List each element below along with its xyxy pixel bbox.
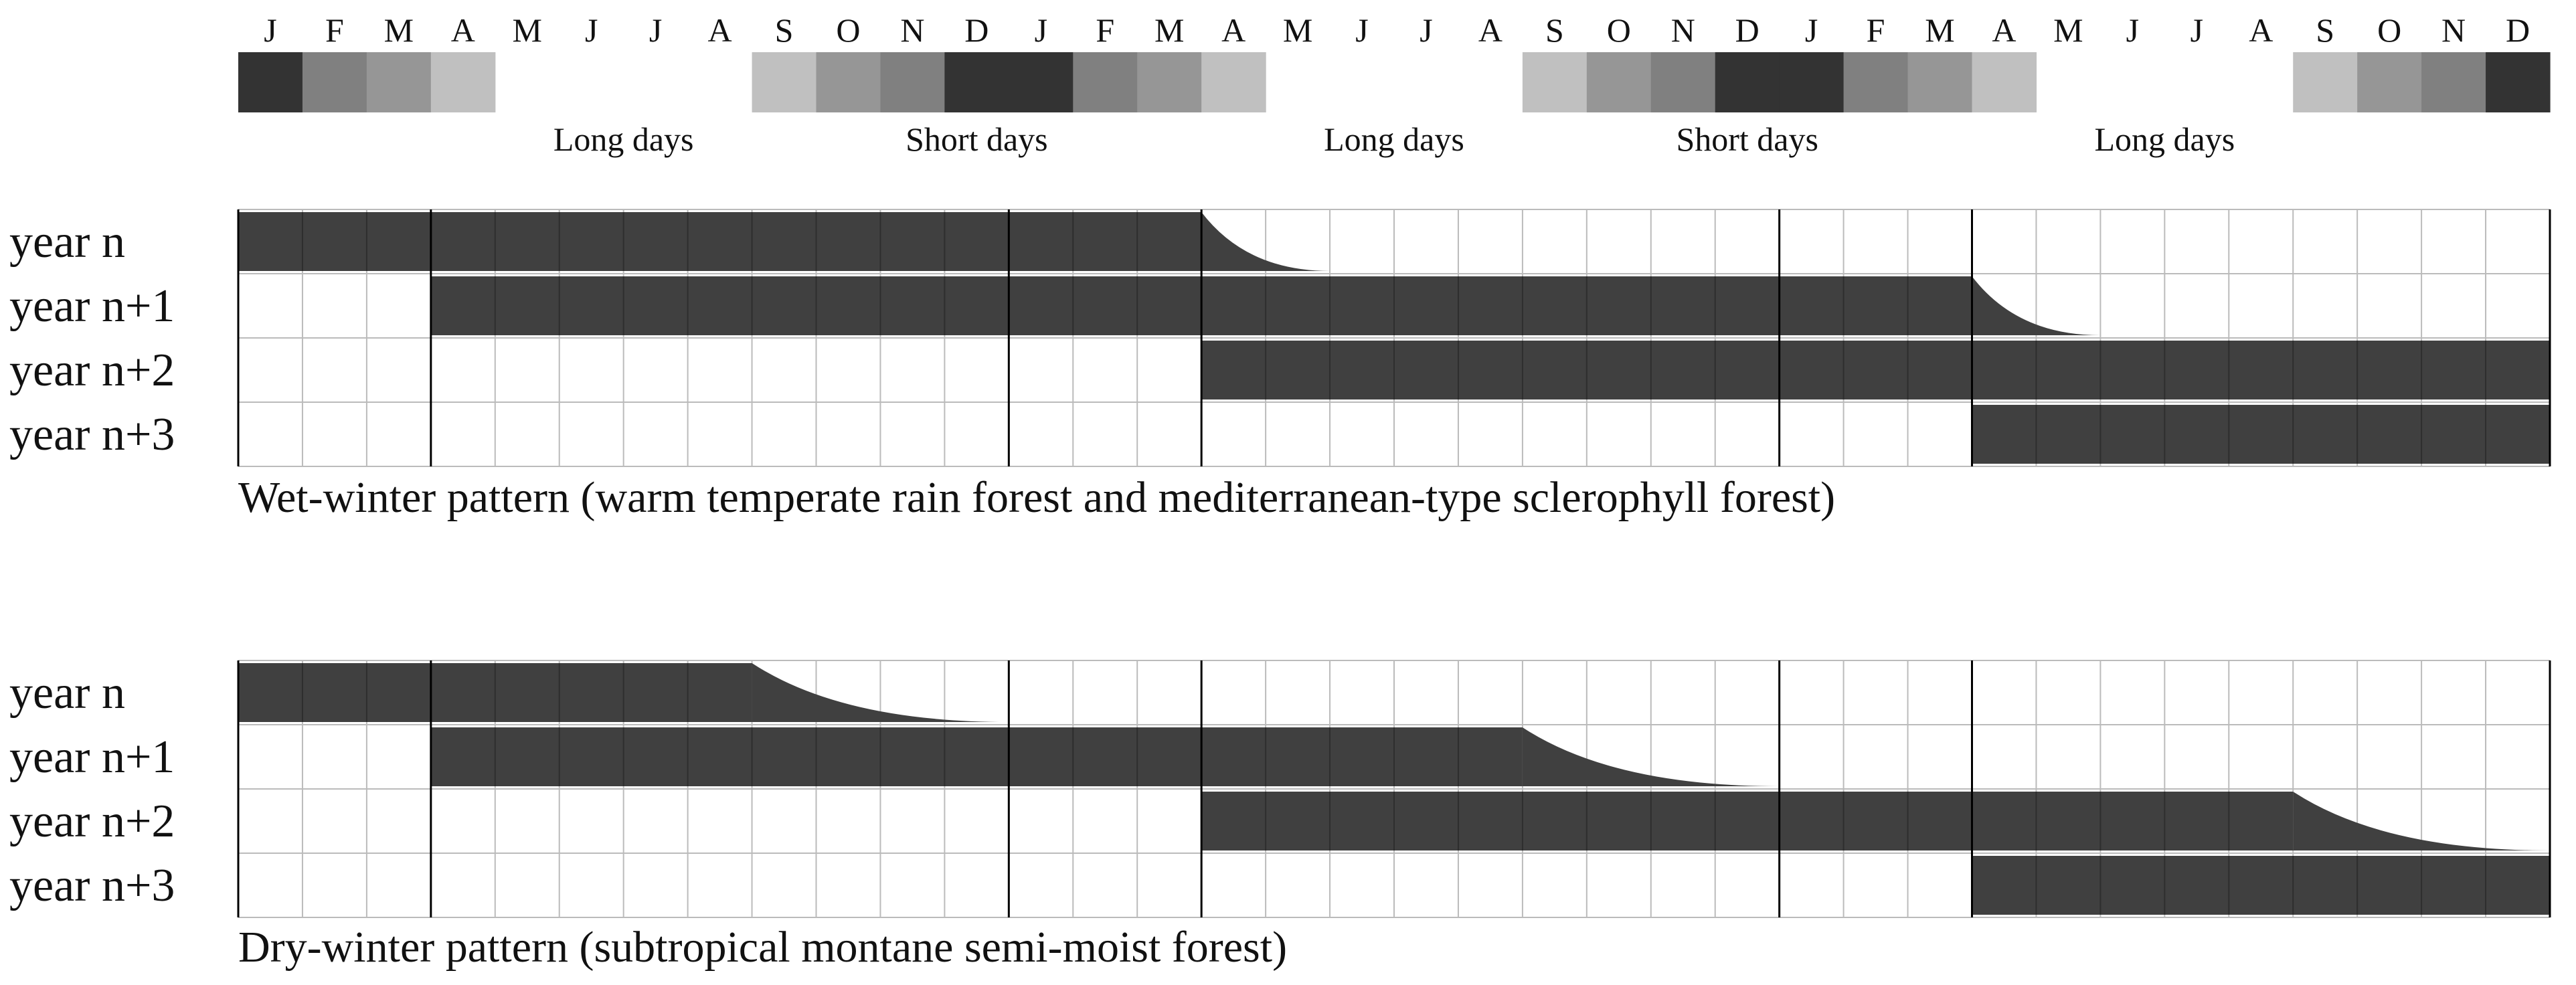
month-label: J	[649, 11, 662, 49]
leaf-presence-bar	[238, 212, 1202, 271]
month-label: N	[1671, 11, 1695, 49]
day-length-cell	[1843, 52, 1909, 112]
day-length-cell	[1137, 52, 1202, 112]
month-label: M	[1925, 11, 1954, 49]
row-label: year n+2	[9, 345, 175, 396]
month-label: F	[1096, 11, 1114, 49]
month-label: D	[964, 11, 989, 49]
photoperiod-label: Short days	[906, 120, 1048, 158]
day-length-cell	[944, 52, 1009, 112]
month-label: N	[900, 11, 924, 49]
month-label: D	[1735, 11, 1759, 49]
month-label: J	[1035, 11, 1047, 49]
month-label: N	[2441, 11, 2466, 49]
photoperiod-label: Long days	[2094, 120, 2235, 158]
month-label: M	[1154, 11, 1184, 49]
leaf-fall-tail	[752, 663, 1009, 722]
leaf-presence-bar	[1201, 792, 2294, 850]
pattern-caption: Wet-winter pattern (warm temperate rain …	[238, 473, 1835, 522]
day-length-cell	[238, 52, 303, 112]
day-length-cell	[752, 52, 817, 112]
leaf-fall-tail	[1972, 276, 2101, 335]
month-label: F	[325, 11, 344, 49]
pattern-caption: Dry-winter pattern (subtropical montane …	[238, 923, 1287, 972]
day-length-cell	[1715, 52, 1780, 112]
month-label: O	[1607, 11, 1631, 49]
day-length-strip	[238, 52, 2551, 112]
day-length-cell	[302, 52, 367, 112]
day-length-cell	[2486, 52, 2551, 112]
day-length-cell	[1009, 52, 1074, 112]
month-label: F	[1867, 11, 1885, 49]
month-label: S	[775, 11, 794, 49]
month-label: D	[2506, 11, 2530, 49]
day-length-cell	[1972, 52, 2037, 112]
row-label: year n	[9, 667, 125, 719]
leaf-fall-tail	[2293, 792, 2550, 850]
month-label: M	[513, 11, 542, 49]
day-length-cell	[1522, 52, 1587, 112]
leaf-fall-tail	[1522, 727, 1780, 786]
row-label: year n	[9, 216, 125, 268]
leaf-presence-bar	[1201, 341, 2550, 399]
month-label: J	[1805, 11, 1818, 49]
day-length-cell	[880, 52, 945, 112]
day-length-cell	[1073, 52, 1138, 112]
photoperiod-labels: Long days Short days Long days Short days Lo…	[553, 120, 2235, 158]
row-label: year n+3	[9, 409, 175, 460]
month-label: S	[1545, 11, 1564, 49]
day-length-cell	[2421, 52, 2486, 112]
day-length-cell	[1586, 52, 1652, 112]
month-label: A	[1221, 11, 1246, 49]
day-length-cell	[366, 52, 432, 112]
month-label: S	[2316, 11, 2334, 49]
day-length-cell	[1201, 52, 1266, 112]
leaf-presence-bar	[1972, 856, 2550, 915]
leaf-presence-bar	[1972, 405, 2550, 464]
dry-winter-pattern-panel: year n year n+1 year n+2 year n+3 Dry-winter…	[9, 660, 2551, 972]
day-length-cell	[430, 52, 496, 112]
month-label: O	[836, 11, 860, 49]
month-label: M	[384, 11, 414, 49]
photoperiod-label: Short days	[1676, 120, 1818, 158]
month-label: M	[1283, 11, 1312, 49]
month-label: J	[1420, 11, 1432, 49]
month-label: A	[708, 11, 732, 49]
leaf-fall-tail	[1201, 212, 1330, 271]
month-label: J	[585, 11, 598, 49]
row-label: year n+1	[9, 280, 175, 332]
day-length-cell	[2357, 52, 2422, 112]
leaf-presence-bar	[430, 727, 1523, 786]
row-label: year n+2	[9, 796, 175, 847]
month-label: J	[2191, 11, 2203, 49]
month-label: J	[1355, 11, 1368, 49]
month-label: A	[1478, 11, 1502, 49]
month-label: M	[2053, 11, 2083, 49]
row-label: year n+3	[9, 860, 175, 911]
month-label: A	[451, 11, 475, 49]
month-label: A	[1992, 11, 2016, 49]
day-length-cell	[2293, 52, 2358, 112]
wet-winter-pattern-panel: year n year n+1 year n+2 year n+3 Wet-winter…	[9, 209, 2551, 522]
row-label: year n+1	[9, 731, 175, 783]
month-label: A	[2249, 11, 2273, 49]
day-length-cell	[1650, 52, 1716, 112]
month-label: J	[264, 11, 276, 49]
photoperiod-label: Long days	[1324, 120, 1464, 158]
photoperiod-label: Long days	[553, 120, 694, 158]
day-length-cell	[816, 52, 881, 112]
day-length-cell	[1779, 52, 1844, 112]
month-label: J	[2126, 11, 2139, 49]
day-length-cell	[1907, 52, 1973, 112]
month-label: O	[2377, 11, 2401, 49]
